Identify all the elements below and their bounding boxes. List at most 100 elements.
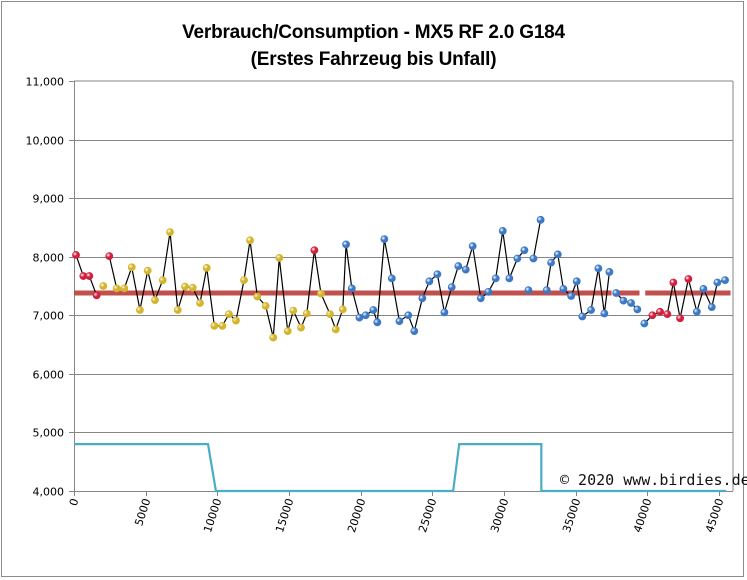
y-tick-label: 5,000	[33, 427, 65, 440]
data-point-yellow	[317, 289, 325, 298]
y-tick-label: 10,000	[26, 135, 65, 148]
data-point-blue	[612, 289, 621, 297]
y-tick-label: 9,000	[33, 193, 65, 206]
data-point-blue	[692, 307, 701, 316]
chart-subtitle: (Erstes Fahrzeug bis Unfall)	[250, 49, 497, 70]
data-point-blue	[594, 264, 603, 273]
data-point-blue	[440, 308, 449, 317]
data-point-yellow	[275, 253, 284, 262]
x-tick-label: 35000	[560, 497, 583, 534]
data-point-yellow	[240, 276, 248, 285]
data-point-blue	[542, 286, 551, 294]
data-point-red	[310, 246, 319, 255]
data-point-blue	[699, 285, 708, 293]
data-point-blue	[498, 227, 507, 235]
data-point-red	[92, 291, 101, 300]
data-point-blue	[567, 292, 576, 300]
connector-line	[643, 278, 726, 324]
y-axis-ticks: 4,000 5,000 6,000 7,000 8,000 9,000 10,000 11,0…	[26, 76, 74, 499]
data-point-blue	[587, 306, 595, 314]
y-tick-label: 4,000	[33, 486, 65, 499]
data-point-blue	[484, 287, 493, 296]
data-point-blue	[369, 306, 378, 314]
data-point-blue	[605, 268, 614, 276]
data-point-red	[684, 275, 693, 283]
copyright-annotation: © 2020 www.birdies.de	[560, 471, 747, 489]
data-point-blue	[380, 235, 389, 244]
data-point-blue	[713, 278, 722, 287]
x-axis-ticks: 0 5000 10000 15000 20000 25000 30000 35000 40000…	[67, 491, 726, 534]
data-point-yellow	[283, 327, 292, 335]
data-point-blue	[425, 277, 434, 286]
data-point-yellow	[99, 282, 108, 290]
data-point-blue	[633, 305, 642, 314]
data-point-blue	[640, 319, 649, 328]
data-point-blue	[529, 254, 538, 263]
data-point-yellow	[338, 305, 347, 314]
consumption-points	[72, 215, 729, 342]
axes	[74, 81, 733, 492]
data-point-yellow	[143, 266, 152, 275]
x-tick-label: 45000	[703, 497, 726, 534]
x-tick-label: 15000	[273, 497, 296, 534]
data-point-yellow	[136, 306, 144, 314]
data-point-blue	[619, 296, 628, 305]
data-point-blue	[418, 294, 427, 303]
data-point-blue	[361, 311, 370, 320]
data-point-yellow	[181, 282, 189, 291]
step-line	[74, 443, 727, 493]
data-point-blue	[373, 318, 382, 327]
data-point-blue	[347, 284, 356, 293]
y-tick-label: 8,000	[33, 252, 65, 265]
data-point-blue	[536, 215, 545, 224]
y-tick-label: 11,000	[26, 76, 65, 89]
data-point-yellow	[326, 310, 334, 319]
connector-line	[546, 252, 611, 318]
x-tick-label: 20000	[345, 497, 368, 534]
data-point-red	[676, 314, 684, 323]
data-point-red	[85, 272, 94, 280]
data-point-yellow	[188, 283, 197, 292]
data-point-yellow	[127, 263, 136, 272]
y-tick-label: 6,000	[33, 369, 65, 382]
data-point-red	[656, 307, 664, 316]
data-point-yellow	[158, 276, 167, 285]
data-point-yellow	[166, 228, 174, 237]
data-point-blue	[600, 309, 609, 318]
x-tick-label: 0	[67, 497, 82, 508]
data-point-yellow	[297, 323, 305, 332]
data-point-yellow	[112, 284, 121, 293]
gridlines	[74, 80, 734, 491]
data-point-blue	[404, 311, 413, 320]
data-point-blue	[520, 246, 529, 255]
data-point-red	[663, 310, 672, 319]
data-point-blue	[468, 242, 477, 251]
connector-line	[532, 219, 542, 259]
data-point-blue	[524, 286, 533, 294]
data-point-blue	[395, 317, 404, 326]
data-point-blue	[513, 254, 522, 263]
data-point-yellow	[202, 263, 211, 272]
data-point-yellow	[261, 302, 270, 310]
data-point-blue	[553, 250, 562, 259]
x-tick-label: 25000	[416, 497, 439, 534]
data-point-blue	[491, 274, 500, 283]
data-point-red	[105, 252, 114, 261]
data-point-red	[648, 311, 657, 320]
data-point-blue	[476, 294, 485, 303]
data-point-yellow	[253, 292, 262, 301]
data-point-blue	[505, 274, 514, 283]
data-point-yellow	[232, 316, 240, 325]
data-point-yellow	[173, 306, 182, 314]
data-point-yellow	[246, 236, 254, 245]
data-point-blue	[410, 327, 419, 335]
data-point-blue	[572, 277, 581, 286]
data-point-blue	[433, 270, 442, 279]
connector-line	[615, 292, 638, 310]
data-point-red	[669, 278, 678, 287]
data-point-yellow	[289, 306, 298, 315]
data-point-yellow	[120, 284, 129, 293]
data-point-yellow	[196, 299, 204, 307]
